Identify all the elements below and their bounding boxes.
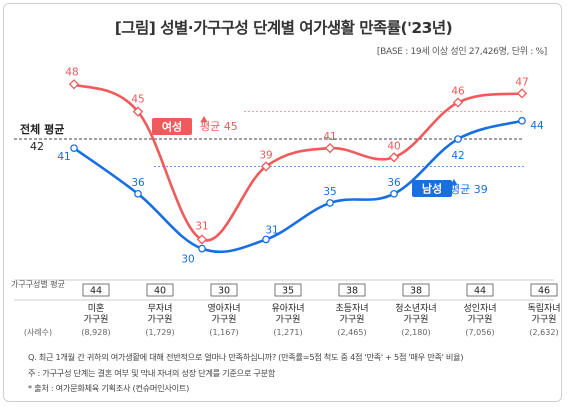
category-label-5-1: 가구원 <box>404 314 429 325</box>
point-여성-2 <box>196 234 208 245</box>
point-여성-4 <box>324 143 336 154</box>
data-label-여성-7: 47 <box>515 76 528 88</box>
data-label-남성-5: 36 <box>387 177 401 189</box>
category-label-3-1: 가구원 <box>276 314 301 325</box>
data-label-여성-4: 41 <box>323 131 336 143</box>
stage-average-box-6 <box>466 283 494 297</box>
stage-average-box-4 <box>338 283 366 297</box>
notes: Q. 최근 1개월 간 귀하의 여가생활에 대해 전반적으로 얼마나 만족하십니… <box>28 350 548 397</box>
average-label-남성: 평균 39 <box>450 183 488 196</box>
category-label-2-0: 영아자녀 <box>207 303 240 314</box>
sample-size-6: (7,056) <box>465 328 494 337</box>
data-label-남성-7: 44 <box>530 120 544 132</box>
source-note: * 출처 : 여가문화체육 기획조사 (컨슈머인사이트) <box>28 383 189 393</box>
data-label-남성-1: 36 <box>131 177 145 189</box>
sample-size-5: (2,180) <box>401 328 430 337</box>
legend-label-여성: 여성 <box>162 120 182 134</box>
stage-average-value-5: 38 <box>410 286 422 297</box>
category-label-6-0: 성인자녀 <box>463 303 496 314</box>
sample-size-label: (사례수) <box>24 327 52 337</box>
category-label-0-1: 가구원 <box>84 314 109 325</box>
data-label-여성-1: 45 <box>131 94 144 106</box>
data-label-여성-5: 40 <box>387 140 400 152</box>
stage-average-value-0: 44 <box>90 286 102 297</box>
overall-average-label: 전체 평균 <box>20 122 64 136</box>
average-label-여성: 평균 45 <box>200 120 238 133</box>
point-여성-0 <box>68 79 80 90</box>
category-label-1-1: 가구원 <box>148 314 173 325</box>
sample-size-2: (1,167) <box>209 328 238 337</box>
stage-average-box-5 <box>402 283 430 297</box>
sample-size-1: (1,729) <box>145 328 174 337</box>
category-label-4-0: 초등자녀 <box>335 303 368 314</box>
chart-frame: [그림] 성별·가구구성 단계별 여가생활 만족률('23년) [BASE : … <box>3 3 562 402</box>
data-label-여성-2: 31 <box>195 220 208 232</box>
stage-average-value-3: 35 <box>282 286 294 297</box>
point-여성-6 <box>452 97 464 108</box>
point-여성-1 <box>132 106 144 117</box>
data-label-여성-3: 39 <box>259 149 272 161</box>
point-남성-1 <box>134 189 142 198</box>
category-label-3-0: 유아자녀 <box>271 303 304 314</box>
category-label-6-1: 가구원 <box>468 314 493 325</box>
legend-badge-여성 <box>152 118 192 135</box>
category-label-2-1: 가구원 <box>212 314 237 325</box>
stage-average-value-1: 40 <box>154 286 166 297</box>
series-line-남성 <box>72 119 524 254</box>
overall-average-value: 42 <box>30 140 44 153</box>
point-남성-3 <box>262 235 270 244</box>
point-여성-3 <box>260 161 272 172</box>
data-label-남성-2: 30 <box>181 254 194 266</box>
legend-badge-남성 <box>412 180 452 197</box>
sample-size-3: (1,271) <box>273 328 302 337</box>
legend-label-남성: 남성 <box>422 182 442 196</box>
stage-average-box-2 <box>210 283 238 297</box>
stage-average-box-3 <box>274 283 302 297</box>
stage-average-box-7 <box>530 283 558 297</box>
point-남성-4 <box>326 199 334 207</box>
point-남성-0 <box>70 144 78 153</box>
chart-title: [그림] 성별·가구구성 단계별 여가생활 만족률('23년) <box>114 19 453 37</box>
point-남성-7 <box>518 116 526 125</box>
stage-average-box-0 <box>82 283 110 297</box>
definition-note: 주 : 가구구성 단계는 결혼 여부 및 막내 자녀의 성장 단계를 기준으로 … <box>28 367 276 378</box>
sample-size-7: (2,632) <box>529 328 558 337</box>
sample-size-0: (8,928) <box>81 328 110 337</box>
data-label-남성-0: 41 <box>57 151 70 163</box>
average-marker-여성 <box>200 116 208 122</box>
sample-size-4: (2,465) <box>337 328 366 337</box>
stage-average-value-4: 38 <box>346 286 358 297</box>
stage-average-value-2: 30 <box>218 286 230 297</box>
category-label-7-1: 가구원 <box>532 314 557 325</box>
point-남성-2 <box>198 244 206 253</box>
series-line-여성 <box>72 82 524 242</box>
average-marker-남성 <box>450 179 458 185</box>
data-label-남성-6: 42 <box>451 150 464 162</box>
stage-average-box-1 <box>146 283 174 297</box>
data-label-여성-6: 46 <box>451 86 465 98</box>
point-여성-7 <box>516 88 528 99</box>
question-note: Q. 최근 1개월 간 귀하의 여가생활에 대해 전반적으로 얼마나 만족하십니… <box>28 352 464 362</box>
category-label-0-0: 미혼 <box>88 302 105 314</box>
line-chart: 전체 평균 42 48 45 31 39 41 40 46 47 41 36 30 31 35 36 42 44 여… <box>11 66 561 337</box>
category-label-7-0: 독립자녀 <box>527 303 560 314</box>
stage-average-label: 가구구성별 평균 <box>11 279 65 289</box>
stage-average-value-7: 46 <box>538 286 550 297</box>
point-남성-6 <box>454 135 462 143</box>
data-label-여성-0: 48 <box>65 66 78 78</box>
stage-average-value-6: 44 <box>474 286 486 297</box>
data-label-남성-4: 35 <box>323 186 336 198</box>
data-label-남성-3: 31 <box>265 224 278 236</box>
category-label-5-0: 청소년자녀 <box>395 303 436 314</box>
category-label-4-1: 가구원 <box>340 314 365 325</box>
point-남성-5 <box>390 189 398 198</box>
category-label-1-0: 무자녀 <box>148 303 173 314</box>
point-여성-5 <box>388 152 400 163</box>
base-note: [BASE : 19세 이상 성인 27,426명, 단위 : %] <box>376 47 547 57</box>
